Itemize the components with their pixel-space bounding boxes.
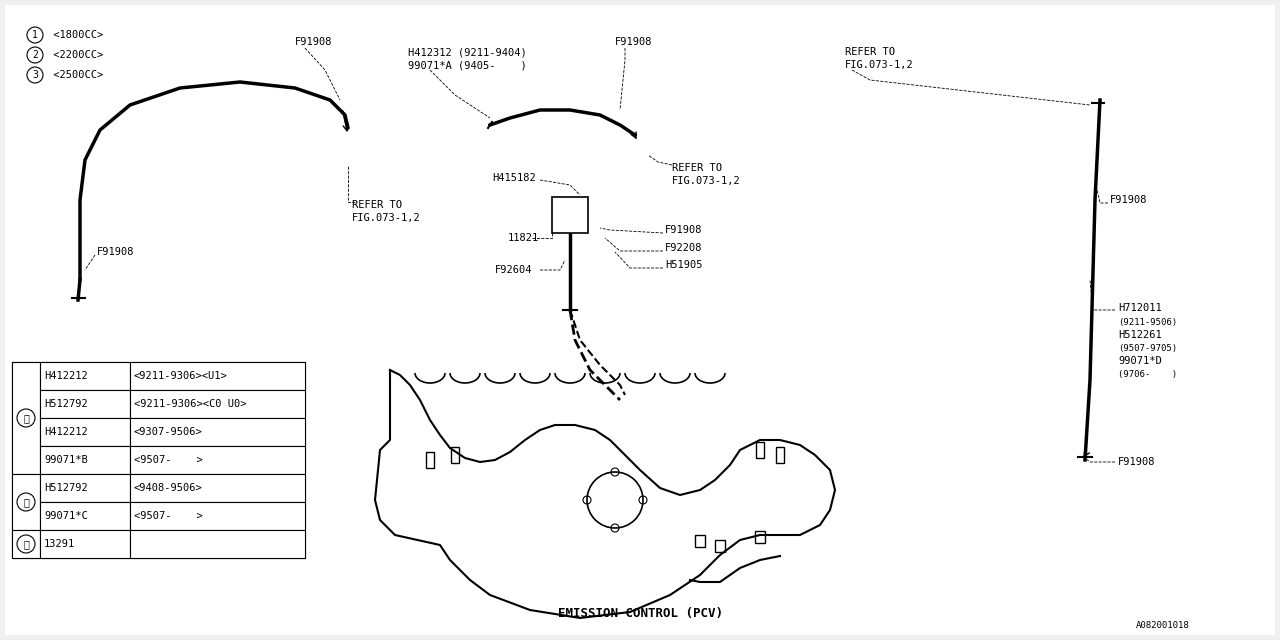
Bar xyxy=(756,442,764,458)
Text: FIG.073-1,2: FIG.073-1,2 xyxy=(672,176,741,186)
Bar xyxy=(40,418,131,446)
Text: H412212: H412212 xyxy=(44,427,88,437)
Text: 13291: 13291 xyxy=(44,539,76,549)
FancyBboxPatch shape xyxy=(5,5,1275,635)
Text: 99071*B: 99071*B xyxy=(44,455,88,465)
Bar xyxy=(40,390,131,418)
Text: <9507-    >: <9507- > xyxy=(134,455,202,465)
Text: F92604: F92604 xyxy=(495,265,532,275)
Bar xyxy=(776,447,783,463)
Text: 99071*D: 99071*D xyxy=(1117,356,1162,366)
Text: ②: ② xyxy=(23,497,29,507)
Bar xyxy=(131,474,305,502)
Text: 3: 3 xyxy=(32,70,38,80)
Text: 99071*C: 99071*C xyxy=(44,511,88,521)
Text: <9408-9506>: <9408-9506> xyxy=(134,483,202,493)
Text: <9307-9506>: <9307-9506> xyxy=(134,427,202,437)
Bar xyxy=(12,362,305,558)
Bar xyxy=(40,530,131,558)
Text: ①: ① xyxy=(23,413,29,423)
Bar xyxy=(40,362,131,390)
Text: REFER TO: REFER TO xyxy=(845,47,895,57)
Text: F91908: F91908 xyxy=(614,37,653,47)
Text: 2: 2 xyxy=(32,50,38,60)
Text: F91908: F91908 xyxy=(1117,457,1156,467)
Text: F91908: F91908 xyxy=(294,37,333,47)
Text: EMISSION CONTROL (PCV): EMISSION CONTROL (PCV) xyxy=(558,607,722,620)
Text: <9211-9306><U1>: <9211-9306><U1> xyxy=(134,371,228,381)
Bar xyxy=(131,530,305,558)
Text: (9507-9705): (9507-9705) xyxy=(1117,344,1178,353)
Text: FIG.073-1,2: FIG.073-1,2 xyxy=(845,60,914,70)
Text: F91908: F91908 xyxy=(1110,195,1147,205)
Text: FIG.073-1,2: FIG.073-1,2 xyxy=(352,213,421,223)
Text: H412312 (9211-9404): H412312 (9211-9404) xyxy=(408,47,527,57)
Bar xyxy=(131,418,305,446)
Text: A082001018: A082001018 xyxy=(1137,621,1190,630)
Text: H712011: H712011 xyxy=(1117,303,1162,313)
Bar xyxy=(131,446,305,474)
Text: 11821: 11821 xyxy=(508,233,539,243)
Bar xyxy=(12,474,40,530)
Bar xyxy=(695,535,705,547)
Text: H412212: H412212 xyxy=(44,371,88,381)
Bar xyxy=(131,362,305,390)
Bar xyxy=(426,452,434,468)
Text: F91908: F91908 xyxy=(97,247,134,257)
Text: ③: ③ xyxy=(23,539,29,549)
Bar xyxy=(451,447,460,463)
Bar xyxy=(12,530,40,558)
Bar xyxy=(131,502,305,530)
Text: H512792: H512792 xyxy=(44,399,88,409)
FancyBboxPatch shape xyxy=(552,197,588,233)
Bar xyxy=(131,390,305,418)
Text: H51905: H51905 xyxy=(666,260,703,270)
Text: <9507-    >: <9507- > xyxy=(134,511,202,521)
Text: <9211-9306><C0 U0>: <9211-9306><C0 U0> xyxy=(134,399,247,409)
Bar xyxy=(40,502,131,530)
Text: REFER TO: REFER TO xyxy=(352,200,402,210)
Bar xyxy=(40,446,131,474)
Text: F91908: F91908 xyxy=(666,225,703,235)
Text: 99071*A (9405-    ): 99071*A (9405- ) xyxy=(408,60,527,70)
Bar xyxy=(755,531,765,543)
Text: H415182: H415182 xyxy=(492,173,536,183)
Bar xyxy=(40,474,131,502)
Text: H512261: H512261 xyxy=(1117,330,1162,340)
Bar xyxy=(12,362,40,474)
Bar xyxy=(716,540,724,552)
Text: 1: 1 xyxy=(32,30,38,40)
Text: <2500CC>: <2500CC> xyxy=(47,70,104,80)
Text: REFER TO: REFER TO xyxy=(672,163,722,173)
Text: (9706-    ): (9706- ) xyxy=(1117,369,1178,378)
Text: F92208: F92208 xyxy=(666,243,703,253)
Text: (9211-9506): (9211-9506) xyxy=(1117,317,1178,326)
Text: <1800CC>: <1800CC> xyxy=(47,30,104,40)
Text: H512792: H512792 xyxy=(44,483,88,493)
Text: <2200CC>: <2200CC> xyxy=(47,50,104,60)
